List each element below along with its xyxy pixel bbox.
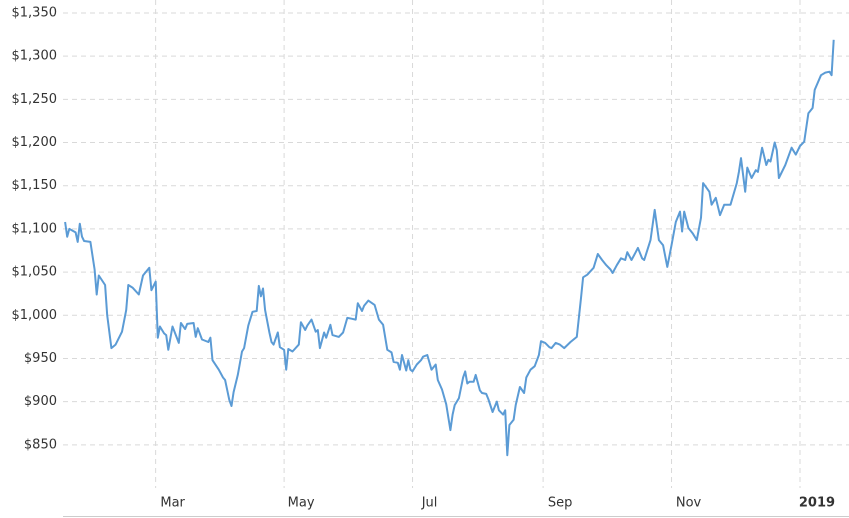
x-tick-label: Sep [548,496,573,511]
y-tick-label: $950 [24,351,57,366]
x-tick-label: 2019 [799,496,835,511]
y-tick-label: $1,300 [12,49,58,64]
y-tick-label: $1,100 [12,221,58,236]
x-tick-label: Mar [160,496,185,511]
y-tick-label: $1,200 [12,135,58,150]
x-tick-label: Nov [676,496,702,511]
y-tick-label: $1,150 [12,178,58,193]
y-tick-label: $1,250 [12,92,58,107]
y-tick-label: $900 [24,394,57,409]
y-tick-label: $1,350 [12,6,58,21]
x-tick-label: May [288,496,315,511]
price-line [64,39,835,457]
y-tick-label: $1,000 [12,308,58,323]
x-tick-label: Jul [421,496,438,511]
y-tick-label: $850 [24,437,57,452]
y-tick-label: $1,050 [12,265,58,280]
